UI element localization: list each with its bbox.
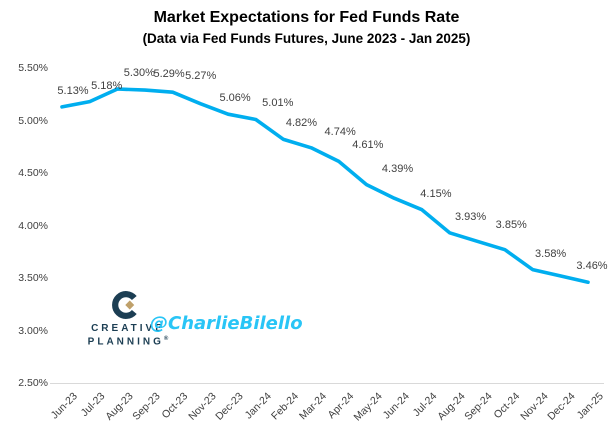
data-point-label: 3.93% xyxy=(454,210,487,223)
data-point-label: 4.39% xyxy=(381,162,414,175)
chart-subtitle: (Data via Fed Funds Futures, June 2023 -… xyxy=(142,31,471,46)
chart-title: Market Expectations for Fed Funds Rate xyxy=(153,9,460,26)
data-point-label: 5.29% xyxy=(153,68,185,81)
y-axis-tick-label: 5.50% xyxy=(18,62,48,74)
data-point-label: 4.74% xyxy=(324,125,356,138)
y-axis-tick-label: 3.00% xyxy=(18,324,48,337)
logo-c-arc xyxy=(112,291,137,319)
data-point-label: 4.15% xyxy=(420,187,452,200)
y-axis-tick-label: 2.50% xyxy=(18,377,48,389)
data-point-label: 4.61% xyxy=(352,139,384,152)
data-point-label: 3.58% xyxy=(535,247,567,260)
data-point-label: 5.13% xyxy=(57,84,89,97)
logo-gold-diamond xyxy=(123,298,137,312)
y-axis-tick-label: 4.00% xyxy=(18,219,48,232)
y-axis-tick-label: 3.50% xyxy=(18,272,48,284)
data-point-label: 3.46% xyxy=(576,260,608,273)
data-point-label: 5.01% xyxy=(262,97,294,110)
y-axis-tick-label: 4.50% xyxy=(18,167,48,179)
data-point-label: 5.06% xyxy=(219,92,251,105)
data-point-label: 5.30% xyxy=(123,67,155,79)
registered-mark: ® xyxy=(163,336,169,342)
charliebilello-watermark: @CharlieBilello xyxy=(150,313,303,334)
y-axis-tick-label: 5.00% xyxy=(18,114,48,127)
data-point-label: 3.85% xyxy=(495,219,527,232)
data-point-label: 5.18% xyxy=(91,79,123,92)
logo-text-planning: PLANNING® xyxy=(87,336,169,348)
fed-funds-rate-line xyxy=(60,87,590,285)
data-point-label: 5.27% xyxy=(185,70,217,83)
data-point-label: 4.82% xyxy=(285,117,318,130)
logo-text-creative: CREATIVE xyxy=(91,323,165,334)
creative-planning-c-icon xyxy=(112,291,137,319)
